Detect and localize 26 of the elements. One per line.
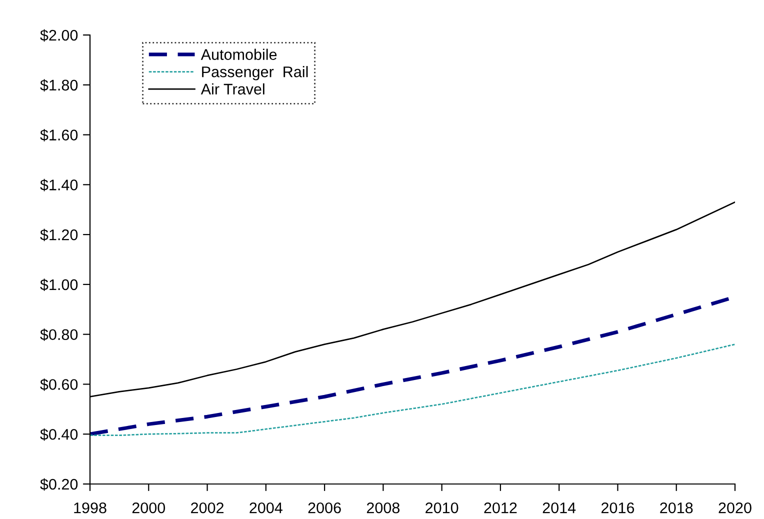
- x-tick-label: 2010: [426, 502, 458, 514]
- x-tick-label: 2008: [366, 502, 400, 514]
- y-tick-label: $1.40: [40, 178, 78, 192]
- y-tick-label: $2.00: [40, 29, 78, 42]
- x-tick-label: 2014: [542, 502, 576, 514]
- x-tick-label: 2002: [191, 502, 224, 514]
- y-tick-label: $0.40: [40, 428, 78, 441]
- y-tick-label: $0.20: [40, 478, 78, 491]
- x-tick-label: 2020: [718, 502, 752, 514]
- legend-label: Automobile: [200, 48, 277, 60]
- y-tick-label: $0.80: [40, 328, 78, 341]
- x-tick-label: 2012: [484, 502, 517, 514]
- x-tick-label: 2016: [602, 502, 634, 514]
- x-tick-label: 1998: [74, 502, 106, 514]
- legend-label: Passenger Rail: [202, 66, 308, 80]
- x-tick-label: 2000: [132, 502, 166, 514]
- x-tick-label: 2004: [250, 502, 282, 514]
- y-tick-label: $1.80: [40, 79, 78, 92]
- line-series: [90, 344, 735, 436]
- x-tick-label: 2018: [660, 502, 693, 514]
- y-tick-label: $1.20: [40, 228, 78, 242]
- y-tick-label: $1.00: [40, 278, 78, 292]
- legend-label: Air Travel: [200, 83, 264, 95]
- x-tick-label: 2006: [308, 502, 341, 514]
- y-tick-label: $1.60: [40, 129, 78, 142]
- y-tick-label: $0.60: [40, 378, 78, 391]
